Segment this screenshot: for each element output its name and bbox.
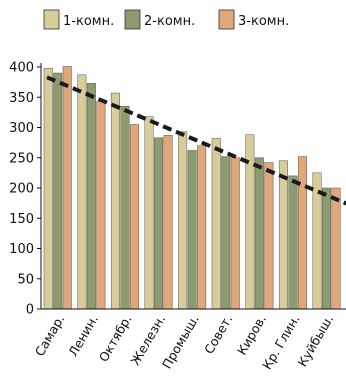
bar-1-6 bbox=[211, 138, 221, 310]
legend-label-2: 2-комн. bbox=[144, 14, 195, 29]
bars bbox=[43, 66, 341, 310]
bar-3-5 bbox=[197, 145, 207, 310]
bar-2-2 bbox=[86, 83, 96, 310]
bar-1-3 bbox=[110, 92, 120, 310]
legend-label-3: 3-комн. bbox=[238, 14, 289, 29]
bar-2-9 bbox=[322, 187, 332, 310]
bar-2-4 bbox=[154, 137, 164, 310]
bar-3-9 bbox=[331, 187, 341, 310]
bar-3-7 bbox=[264, 162, 274, 310]
bar-1-4 bbox=[144, 116, 154, 310]
bar-2-8 bbox=[288, 175, 298, 310]
y-tick-label: 250 bbox=[9, 151, 34, 166]
bar-2-5 bbox=[187, 150, 197, 310]
bar-2-1 bbox=[53, 72, 63, 310]
bar-3-6 bbox=[230, 157, 240, 310]
legend-swatch-1 bbox=[43, 9, 60, 30]
bar-3-2 bbox=[96, 101, 106, 310]
bar-1-8 bbox=[278, 160, 288, 310]
y-tick-label: 350 bbox=[9, 91, 34, 106]
bar-1-1 bbox=[43, 67, 53, 310]
y-tick-label: 100 bbox=[9, 242, 34, 257]
y-tick-label: 400 bbox=[9, 61, 34, 76]
bar-3-8 bbox=[297, 156, 307, 310]
x-category-label: Совет. bbox=[201, 312, 235, 356]
bar-1-2 bbox=[77, 74, 87, 310]
x-category-label: Ленин. bbox=[65, 312, 101, 359]
bar-2-6 bbox=[221, 156, 231, 310]
y-tick-label: 200 bbox=[9, 182, 34, 197]
legend-swatch-3 bbox=[218, 9, 235, 30]
x-category-label: Киров. bbox=[234, 312, 269, 358]
x-category-label: Самар. bbox=[32, 312, 68, 359]
legend-label-1: 1-комн. bbox=[63, 14, 114, 29]
bar-2-7 bbox=[254, 157, 264, 310]
bar-3-4 bbox=[163, 135, 173, 310]
trendline-line bbox=[46, 75, 346, 206]
bar-1-5 bbox=[178, 131, 188, 310]
x-axis: Самар.Ленин.Октябр.Железн.Промыш. Совет.К… bbox=[32, 308, 346, 372]
y-tick-label: 0 bbox=[26, 303, 34, 318]
bar-2-3 bbox=[120, 106, 130, 310]
trendline bbox=[46, 75, 346, 206]
legend-swatch-2 bbox=[124, 9, 141, 30]
y-tick-label: 50 bbox=[17, 272, 34, 287]
chart-legend: 1-комн. 2-комн. 3-комн. bbox=[43, 9, 289, 30]
y-axis: 0 50 100 150 200 250 300 350 400 bbox=[9, 61, 42, 318]
bar-3-1 bbox=[62, 66, 72, 310]
bar-3-3 bbox=[129, 124, 139, 310]
y-tick-label: 300 bbox=[9, 121, 34, 136]
y-tick-label: 150 bbox=[9, 212, 34, 227]
